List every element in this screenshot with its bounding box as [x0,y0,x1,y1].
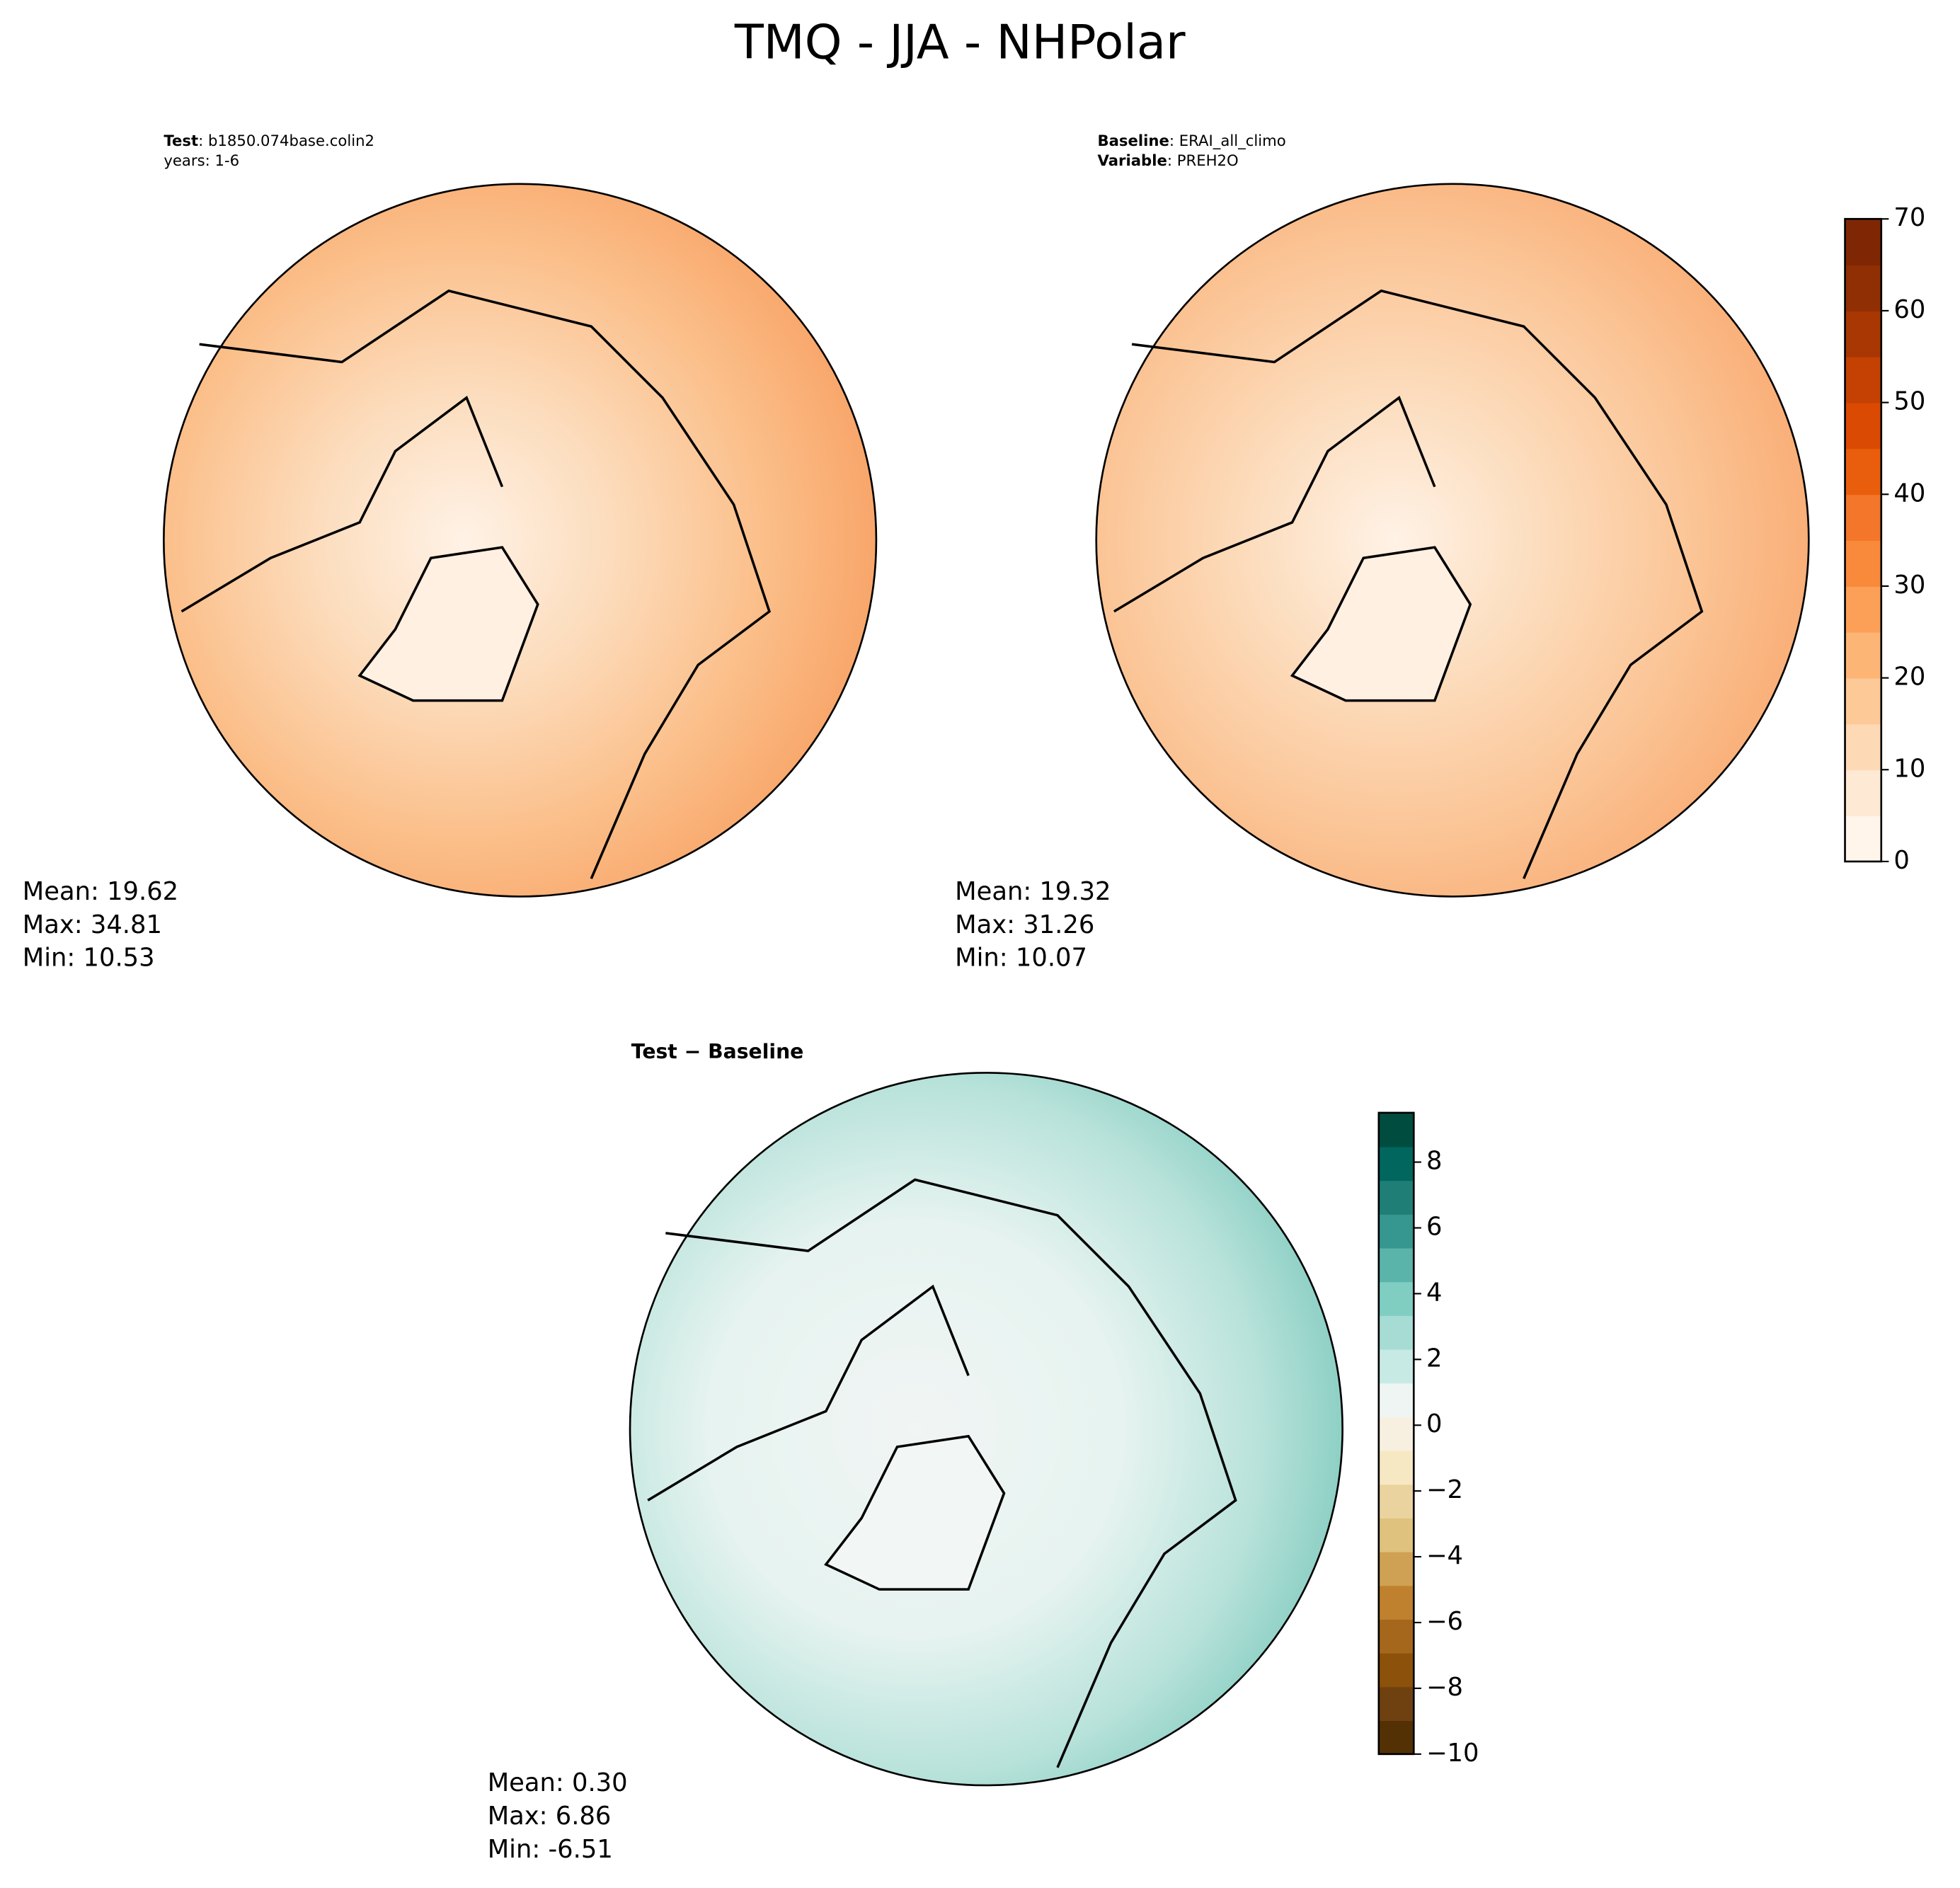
colorbar-band [1845,585,1881,633]
panel-header: years: 1-6 [164,151,239,169]
colorbar-band [1378,1383,1414,1417]
colorbar-tick-label: 20 [1893,663,1925,692]
colorbar-band [1378,1112,1414,1148]
colorbar-band [1845,723,1881,771]
colorbar-tick-label: 4 [1426,1278,1442,1307]
stat-line: Mean: 19.32 [955,877,1111,906]
panel-header: Baseline: ERAI_all_climo [1097,132,1285,149]
colorbar-band [1378,1585,1414,1620]
colorbar-band [1845,494,1881,541]
stat-line: Min: 10.07 [955,944,1087,973]
stat-line: Max: 31.26 [955,910,1094,939]
colorbar-band [1845,448,1881,496]
coastline [180,395,504,613]
colorbar-tick-label: 30 [1893,571,1925,600]
map-field [164,183,876,897]
stat-line: Mean: 19.62 [23,877,178,906]
colorbar-band [1845,356,1881,404]
colorbar-tick-label: 40 [1893,479,1925,508]
colorbar-band [1378,1247,1414,1283]
colorbar-tick-label: −8 [1426,1673,1463,1702]
panel-header: Test − Baseline [631,1040,804,1063]
colorbar-band [1378,1518,1414,1552]
map-field [630,1072,1343,1785]
colorbar-tick-label: −4 [1426,1541,1463,1570]
map-field [1096,183,1809,897]
colorbar-frame [1844,217,1883,863]
coastline [647,1284,970,1501]
colorbar-tick-label: 2 [1426,1344,1442,1373]
colorbar-band [1845,265,1881,311]
colorbar-tick-label: 10 [1893,754,1925,783]
stat-line: Max: 34.81 [23,910,162,939]
colorbar-band [1378,1146,1414,1182]
colorbar-tick-label: −10 [1426,1739,1479,1768]
colorbar-band [1378,1652,1414,1688]
colorbar-tick-label: 8 [1426,1147,1442,1176]
map-border [163,183,878,898]
coastline [1113,395,1436,613]
coastline [665,1178,1237,1768]
colorbar-band [1378,1417,1414,1451]
colorbar-band [1845,769,1881,816]
header-text: : PREH2O [1167,151,1239,169]
stat-line: Min: -6.51 [488,1835,613,1864]
colorbar-tick-label: 0 [1893,846,1909,875]
coastline [1290,546,1472,702]
colorbar-band [1378,1349,1414,1384]
colorbar-band [1378,1551,1414,1586]
colorbar-tick-label: −6 [1426,1607,1463,1636]
panel-header: Test: b1850.074base.colin2 [164,132,374,149]
colorbar-band [1845,677,1881,725]
header-label: Variable [1097,151,1167,169]
colorbar-band [1845,631,1881,679]
header-text: years: 1-6 [164,151,239,169]
colorbar-band [1845,310,1881,357]
colorbar-band [1378,1720,1414,1755]
colorbar-tick-label: −2 [1426,1475,1463,1504]
colorbar-tick-label: 0 [1426,1409,1442,1438]
map-border [1095,183,1810,898]
header-text: : ERAI_all_climo [1169,132,1286,149]
colorbar-band [1378,1450,1414,1485]
colorbar-tick-label: 50 [1893,387,1925,416]
stat-line: Min: 10.53 [23,944,155,973]
colorbar-band [1378,1619,1414,1654]
colorbar-band [1378,1213,1414,1249]
colorbar-tick-label: 70 [1893,203,1925,232]
colorbar-frame [1377,1111,1415,1756]
panel-header: Variable: PREH2O [1097,151,1238,169]
colorbar-band [1845,402,1881,450]
coastline [199,289,772,879]
coastline [1131,289,1704,879]
coastline [357,546,539,702]
colorbar-band [1845,816,1881,862]
colorbar-tick-label: 6 [1426,1213,1442,1242]
colorbar-band [1378,1180,1414,1215]
colorbar-band [1845,219,1881,265]
stat-line: Max: 6.86 [488,1802,612,1831]
map-border [629,1072,1343,1787]
header-label: Test − Baseline [631,1040,804,1063]
colorbar-band [1378,1484,1414,1518]
colorbar-band [1378,1315,1414,1350]
figure-title: TMQ - JJA - NHPolar [734,14,1186,69]
colorbar-tick-label: 60 [1893,295,1925,324]
colorbar-band [1378,1281,1414,1316]
colorbar-band [1378,1686,1414,1722]
colorbar-band [1845,540,1881,587]
coastline [824,1434,1006,1591]
stat-line: Mean: 0.30 [488,1768,628,1797]
header-text: : b1850.074base.colin2 [198,132,374,149]
header-label: Test [164,132,198,149]
header-label: Baseline [1097,132,1169,149]
